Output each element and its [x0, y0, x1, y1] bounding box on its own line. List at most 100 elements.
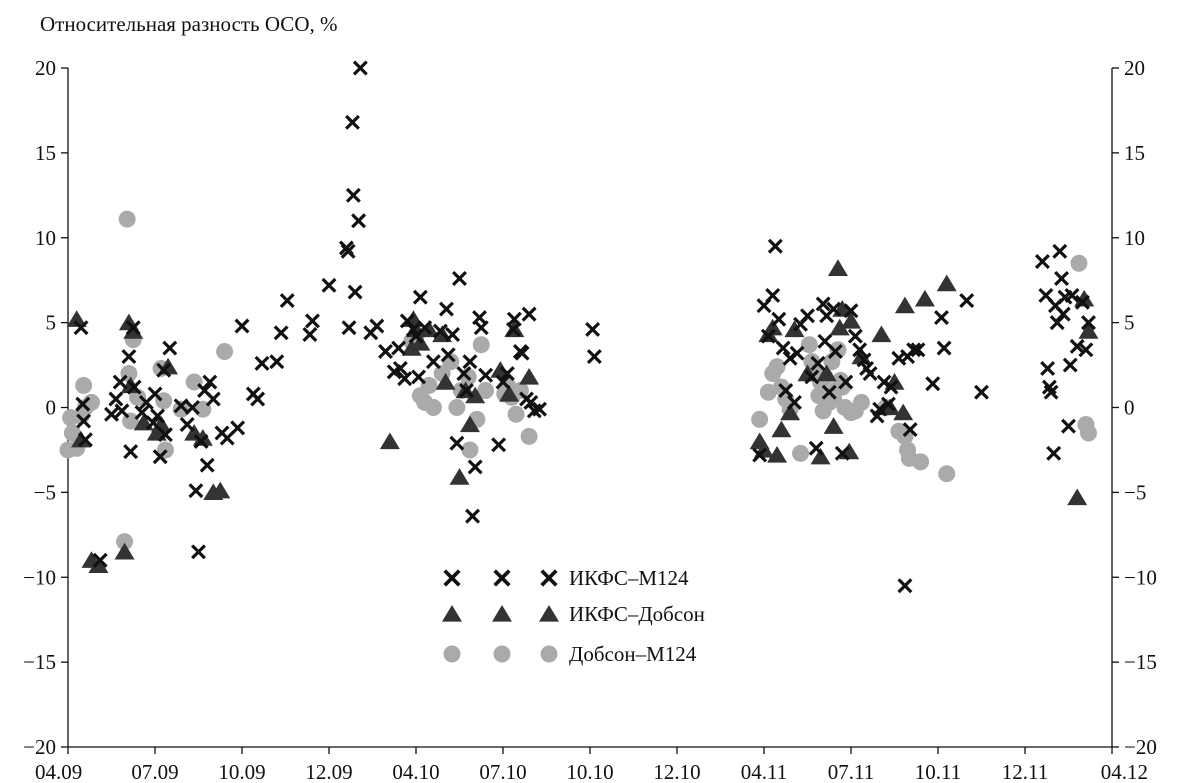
data-point-cross	[815, 296, 831, 312]
data-point-cross	[202, 374, 218, 390]
x-tick-label: 12.11	[1002, 760, 1048, 783]
cross-stroke	[150, 408, 166, 424]
data-point-cross	[752, 447, 768, 463]
cross-stroke	[230, 420, 246, 436]
cross-stroke	[906, 342, 922, 358]
data-point-circle	[1070, 254, 1088, 272]
data-point-cross	[114, 403, 130, 419]
cross-stroke	[936, 340, 952, 356]
data-point-cross	[1046, 445, 1062, 461]
cross-stroke	[121, 349, 137, 365]
y-tick-label-left: 20	[35, 56, 56, 80]
data-point-cross	[452, 271, 467, 286]
data-point-cross	[1043, 384, 1059, 400]
data-point-cross	[826, 301, 842, 317]
cross-stroke	[347, 284, 363, 300]
data-point-cross	[1034, 254, 1050, 269]
data-point-triangle	[1078, 322, 1099, 339]
data-point-triangle	[816, 364, 837, 382]
cross-stroke	[834, 445, 850, 461]
cross-stroke	[386, 364, 402, 380]
data-point-cross	[1054, 271, 1070, 286]
cross-stroke	[392, 360, 408, 376]
y-tick-label-right: 5	[1124, 311, 1135, 335]
cross-stroke	[862, 366, 878, 382]
data-point-cross	[532, 401, 548, 417]
data-point-triangle	[151, 415, 172, 433]
data-point-cross	[974, 384, 989, 400]
data-point-cross	[1062, 357, 1078, 373]
data-point-triangle	[519, 367, 540, 385]
data-point-circle	[75, 376, 93, 394]
data-point-triangle	[893, 403, 914, 421]
data-point-cross	[321, 277, 337, 293]
cross-stroke	[1061, 418, 1076, 434]
data-point-cross	[134, 405, 150, 421]
data-point-triangle	[459, 415, 480, 433]
x-tick-label: 04.09	[35, 760, 82, 783]
data-point-cross	[412, 289, 428, 305]
cross-stroke	[391, 340, 407, 356]
data-point-cross	[352, 60, 368, 76]
data-point-circle	[759, 383, 777, 401]
data-point-cross	[852, 342, 868, 358]
cross-stroke	[104, 406, 119, 422]
cross-stroke	[452, 271, 467, 286]
data-point-cross	[449, 435, 465, 451]
cross-stroke	[191, 544, 206, 560]
data-point-circle	[477, 382, 495, 400]
cross-stroke	[1081, 315, 1096, 331]
cross-stroke	[234, 318, 250, 334]
cross-stroke	[340, 243, 356, 259]
cross-stroke	[250, 391, 266, 407]
cross-stroke	[458, 383, 474, 398]
data-point-cross	[438, 301, 454, 317]
y-tick-label-left: 5	[46, 311, 57, 335]
data-point-cross	[188, 483, 204, 499]
data-point-cross	[162, 340, 178, 356]
data-point-cross	[250, 391, 266, 407]
data-point-cross	[1055, 306, 1071, 322]
data-point-triangle	[419, 320, 440, 338]
data-point-cross	[147, 386, 163, 402]
cross-stroke	[815, 296, 831, 312]
series-triangle	[66, 259, 1099, 574]
data-point-cross	[458, 383, 474, 398]
data-point-cross	[1049, 315, 1065, 331]
x-tick-label: 07.09	[131, 760, 178, 783]
data-point-cross	[910, 342, 926, 358]
legend-label: Добсон–М124	[569, 642, 697, 666]
data-point-cross	[505, 321, 521, 337]
data-point-cross	[817, 333, 833, 349]
cross-stroke	[869, 408, 885, 424]
data-point-triangle	[1074, 289, 1095, 307]
data-point-cross	[378, 344, 394, 359]
data-point-cross	[440, 347, 456, 363]
data-point-circle	[912, 453, 930, 471]
cross-stroke	[445, 327, 461, 342]
cross-stroke	[1074, 294, 1090, 310]
cross-stroke	[305, 313, 320, 329]
cross-stroke	[506, 311, 522, 327]
cross-stroke	[1046, 445, 1062, 461]
data-point-cross	[77, 432, 93, 448]
data-point-cross	[156, 362, 172, 378]
cross-stroke	[193, 433, 209, 449]
data-point-cross	[351, 213, 367, 229]
cross-stroke	[345, 114, 360, 130]
cross-stroke	[199, 457, 215, 473]
data-point-cross	[125, 320, 141, 336]
data-point-triangle	[936, 274, 957, 292]
x-tick-label: 07.10	[479, 760, 526, 783]
data-point-triangle	[114, 542, 135, 560]
cross-stroke	[351, 213, 367, 229]
y-tick-label-right: 10	[1124, 226, 1145, 250]
y-tick-label-right: −10	[1124, 565, 1157, 589]
data-point-triangle	[841, 311, 861, 329]
data-point-cross	[775, 340, 791, 356]
cross-stroke	[75, 396, 91, 412]
chart-title: Относительная разность ОСО, %	[40, 12, 338, 36]
cross-stroke	[1049, 315, 1065, 331]
x-tick-label: 10.11	[915, 760, 961, 783]
data-point-cross	[827, 344, 843, 359]
